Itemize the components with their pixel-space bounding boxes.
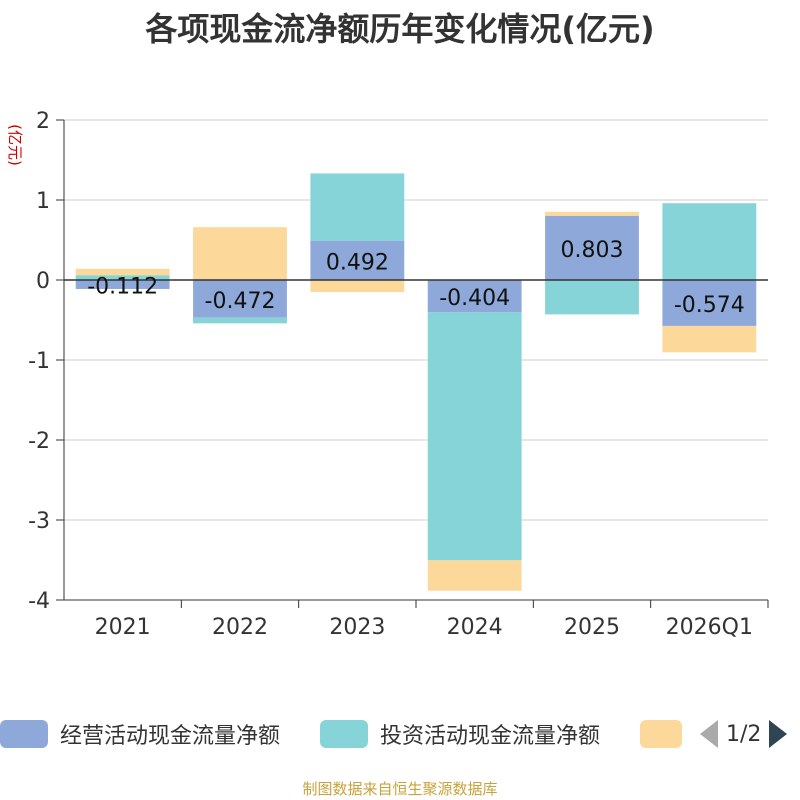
x-tick-label: 2023 — [329, 615, 385, 640]
y-axis-label: (亿元) — [6, 124, 24, 166]
legend-item-investing[interactable]: 投资活动现金流量净额 — [320, 716, 600, 752]
y-tick-label: 0 — [36, 269, 50, 294]
y-tick-label: -2 — [28, 429, 50, 454]
data-label: -0.112 — [87, 274, 158, 299]
bar-1-2026Q1[interactable] — [662, 203, 757, 280]
y-tick-label: 2 — [36, 109, 50, 134]
legend-swatch-operating — [0, 720, 48, 748]
data-label: -0.472 — [205, 289, 276, 314]
legend: 经营活动现金流量净额 投资活动现金流量净额 — [0, 716, 800, 752]
bar-2-2023[interactable] — [310, 280, 405, 292]
bar-1-2021[interactable] — [75, 275, 170, 280]
legend-swatch-financing — [640, 720, 682, 748]
y-tick-label: -4 — [28, 589, 50, 614]
y-tick-label: -1 — [28, 349, 50, 374]
x-tick-label: 2024 — [447, 615, 503, 640]
x-tick-label: 2021 — [95, 615, 151, 640]
y-tick-label: -3 — [28, 509, 50, 534]
bar-0-2021[interactable] — [75, 280, 170, 289]
legend-pager: 1/2 — [700, 716, 800, 752]
bar-1-2025[interactable] — [545, 280, 639, 315]
bar-0-2025[interactable] — [545, 215, 639, 280]
bar-2-2022[interactable] — [193, 227, 287, 280]
bar-0-2024[interactable] — [427, 280, 522, 313]
source-note: 制图数据来自恒生聚源数据库 — [302, 780, 498, 798]
legend-label-operating: 经营活动现金流量净额 — [60, 724, 281, 749]
legend-item-operating[interactable]: 经营活动现金流量净额 — [0, 716, 280, 752]
bar-1-2022[interactable] — [193, 317, 287, 324]
bar-0-2026Q1[interactable] — [662, 280, 757, 326]
bar-2-2024[interactable] — [427, 560, 522, 591]
data-label: 0.492 — [326, 250, 389, 275]
bar-1-2023[interactable] — [310, 173, 405, 241]
bar-1-2024[interactable] — [427, 312, 522, 561]
bar-2-2025[interactable] — [545, 211, 639, 216]
pager-next-icon[interactable] — [769, 720, 788, 748]
bar-2-2021[interactable] — [75, 268, 170, 276]
data-label: 0.803 — [561, 238, 624, 263]
chart-title: 各项现金流净额历年变化情况(亿元) — [145, 10, 655, 48]
legend-swatch-investing — [320, 720, 368, 748]
legend-label-investing: 投资活动现金流量净额 — [380, 724, 601, 749]
data-label: -0.404 — [439, 286, 510, 311]
legend-item-financing[interactable] — [640, 716, 682, 752]
bar-0-2022[interactable] — [193, 280, 287, 318]
grid-lines — [64, 119, 768, 601]
chart-area: 2 1 0 -1 -2 -3 -4 (亿元) 2021 2022 2023 2024 2025 2026Q… — [6, 109, 769, 640]
x-tick-label: 2025 — [564, 615, 620, 640]
y-tick-label: 1 — [36, 189, 50, 214]
data-labels: -0.112 -0.472 0.492 -0.404 0.803 -0.574 — [87, 238, 745, 318]
pager-prev-icon[interactable] — [700, 720, 718, 748]
bar-0-2023[interactable] — [310, 240, 405, 280]
x-tick-label: 2026Q1 — [666, 615, 753, 640]
bars — [75, 173, 757, 591]
bar-2-2026Q1[interactable] — [662, 325, 757, 353]
pager-text: 1/2 — [726, 721, 762, 747]
x-tick-label: 2022 — [212, 615, 268, 640]
data-label: -0.574 — [674, 293, 745, 318]
axes: 2 1 0 -1 -2 -3 -4 (亿元) 2021 2022 2023 2024 2025 2026Q… — [6, 109, 769, 640]
